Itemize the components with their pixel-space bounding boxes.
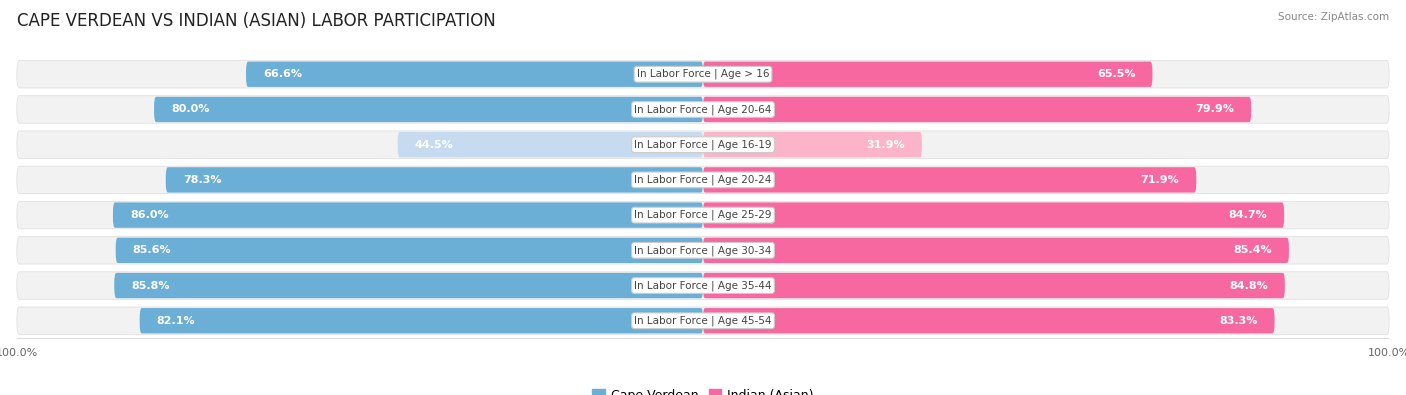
Text: In Labor Force | Age 30-34: In Labor Force | Age 30-34 [634, 245, 772, 256]
FancyBboxPatch shape [17, 272, 1389, 299]
Text: 83.3%: 83.3% [1219, 316, 1257, 326]
FancyBboxPatch shape [139, 308, 703, 333]
Text: In Labor Force | Age 20-64: In Labor Force | Age 20-64 [634, 104, 772, 115]
FancyBboxPatch shape [703, 238, 1289, 263]
FancyBboxPatch shape [703, 167, 1197, 193]
FancyBboxPatch shape [17, 96, 1389, 123]
Text: 84.8%: 84.8% [1229, 280, 1268, 291]
Text: CAPE VERDEAN VS INDIAN (ASIAN) LABOR PARTICIPATION: CAPE VERDEAN VS INDIAN (ASIAN) LABOR PAR… [17, 12, 496, 30]
FancyBboxPatch shape [703, 132, 922, 157]
FancyBboxPatch shape [703, 273, 1285, 298]
FancyBboxPatch shape [166, 167, 703, 193]
Text: In Labor Force | Age 16-19: In Labor Force | Age 16-19 [634, 139, 772, 150]
Text: 80.0%: 80.0% [172, 104, 209, 115]
FancyBboxPatch shape [155, 97, 703, 122]
Text: 65.5%: 65.5% [1097, 69, 1135, 79]
Text: 66.6%: 66.6% [263, 69, 302, 79]
FancyBboxPatch shape [703, 62, 1153, 87]
FancyBboxPatch shape [703, 308, 1275, 333]
Text: In Labor Force | Age 20-24: In Labor Force | Age 20-24 [634, 175, 772, 185]
FancyBboxPatch shape [17, 166, 1389, 194]
FancyBboxPatch shape [398, 132, 703, 157]
FancyBboxPatch shape [17, 60, 1389, 88]
FancyBboxPatch shape [17, 131, 1389, 158]
Text: 85.4%: 85.4% [1233, 245, 1272, 255]
Text: 84.7%: 84.7% [1229, 210, 1267, 220]
FancyBboxPatch shape [17, 307, 1389, 335]
Text: 82.1%: 82.1% [157, 316, 195, 326]
FancyBboxPatch shape [17, 201, 1389, 229]
Text: 78.3%: 78.3% [183, 175, 221, 185]
Text: 85.8%: 85.8% [131, 280, 170, 291]
Text: In Labor Force | Age 35-44: In Labor Force | Age 35-44 [634, 280, 772, 291]
Text: In Labor Force | Age 25-29: In Labor Force | Age 25-29 [634, 210, 772, 220]
FancyBboxPatch shape [114, 273, 703, 298]
Text: 71.9%: 71.9% [1140, 175, 1180, 185]
FancyBboxPatch shape [115, 238, 703, 263]
Text: In Labor Force | Age > 16: In Labor Force | Age > 16 [637, 69, 769, 79]
Legend: Cape Verdean, Indian (Asian): Cape Verdean, Indian (Asian) [592, 389, 814, 395]
FancyBboxPatch shape [246, 62, 703, 87]
Text: Source: ZipAtlas.com: Source: ZipAtlas.com [1278, 12, 1389, 22]
Text: 31.9%: 31.9% [866, 140, 904, 150]
FancyBboxPatch shape [112, 202, 703, 228]
Text: 86.0%: 86.0% [131, 210, 169, 220]
Text: 44.5%: 44.5% [415, 140, 454, 150]
Text: 85.6%: 85.6% [132, 245, 172, 255]
FancyBboxPatch shape [17, 237, 1389, 264]
FancyBboxPatch shape [703, 202, 1284, 228]
Text: In Labor Force | Age 45-54: In Labor Force | Age 45-54 [634, 316, 772, 326]
Text: 79.9%: 79.9% [1195, 104, 1234, 115]
FancyBboxPatch shape [703, 97, 1251, 122]
